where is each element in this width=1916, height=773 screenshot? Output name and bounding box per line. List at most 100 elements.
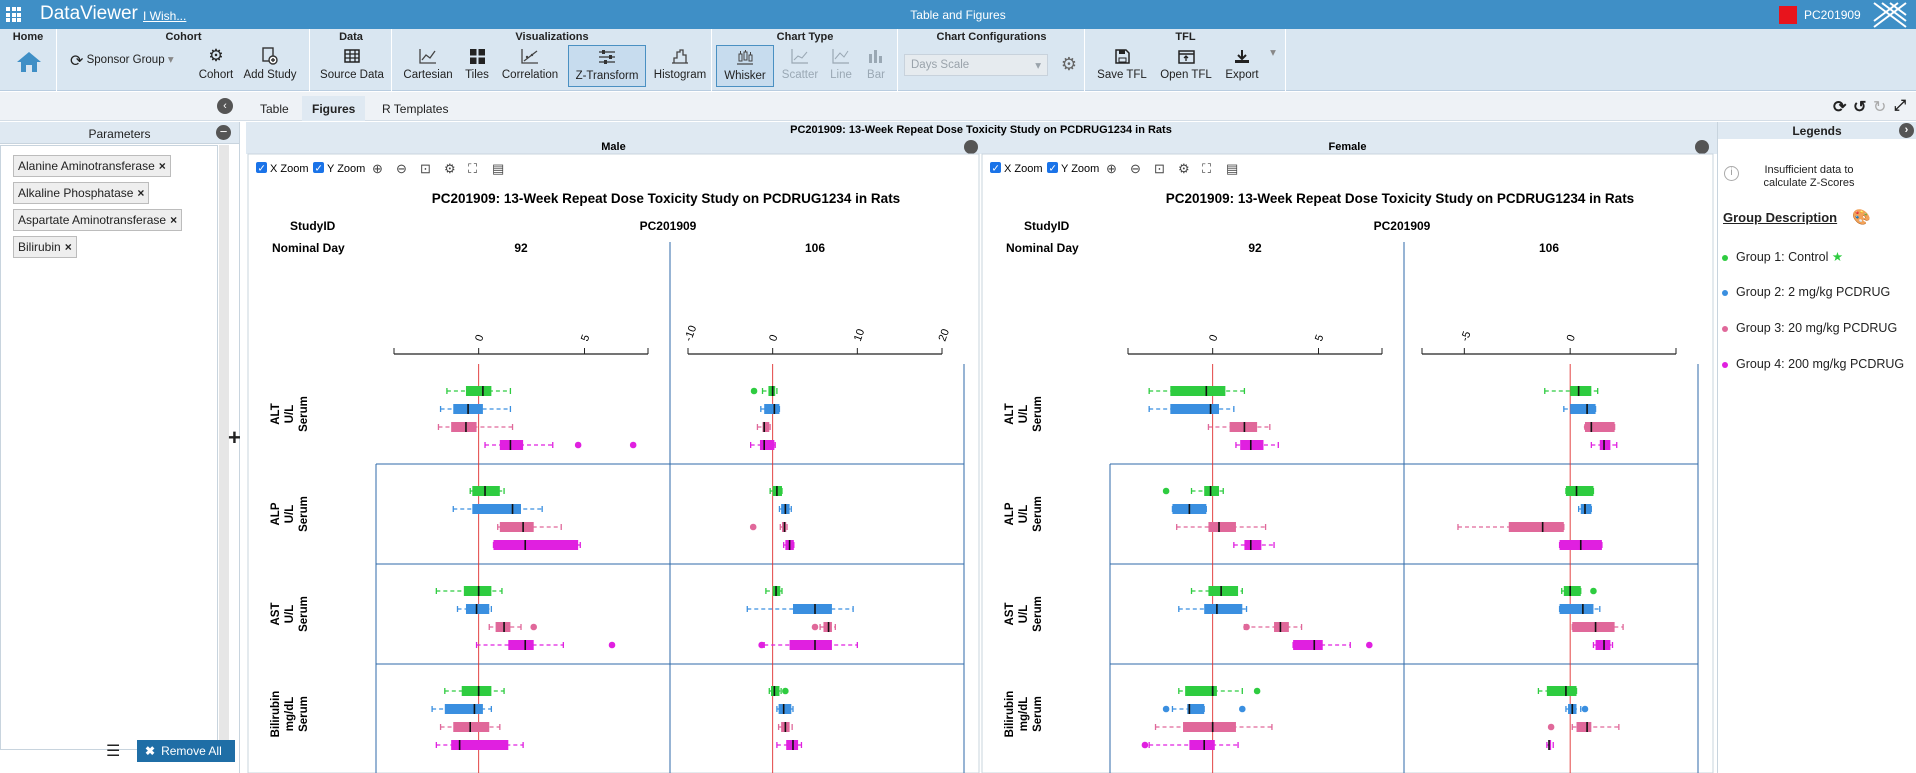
add-study-button[interactable]: Add Study <box>240 45 300 87</box>
box-iqr <box>451 740 509 750</box>
collapse-legend-icon[interactable]: › <box>1899 123 1914 138</box>
cohort-button[interactable]: ⚙ Cohort <box>194 45 238 87</box>
ribbon-group-data: Data Source Data <box>311 29 392 91</box>
parameter-chip-alt: Alanine Aminotransferase × <box>13 155 171 177</box>
box-iqr <box>1546 686 1577 696</box>
save-tfl-button[interactable]: Save TFL <box>1094 45 1150 87</box>
cartesian-label: Cartesian <box>403 69 453 81</box>
collapse-panel-icon[interactable] <box>1695 140 1709 154</box>
export-dropdown-chevron-icon[interactable]: ▾ <box>1270 47 1276 59</box>
undo-icon[interactable]: ↺ <box>1853 99 1867 116</box>
zoom-out-icon: ⊖ <box>396 161 407 176</box>
add-plus-icon[interactable]: + <box>228 425 241 450</box>
group-title-visualizations: Visualizations <box>515 31 589 43</box>
x-tick-label: -5 <box>1459 330 1474 343</box>
box-iqr <box>1549 740 1552 750</box>
remove-all-label: Remove All <box>161 744 222 758</box>
row-label: U/L <box>284 505 296 524</box>
whisker-button[interactable]: Whisker <box>716 45 774 87</box>
box-iqr <box>1229 422 1258 432</box>
scatter-button[interactable]: Scatter <box>778 45 822 87</box>
remove-chip-icon[interactable]: × <box>170 213 178 227</box>
legend-item-label: Group 4: 200 mg/kg PCDRUG <box>1736 357 1905 371</box>
scatter-chart-icon <box>778 45 822 67</box>
group-title-chart-type: Chart Type <box>776 31 834 43</box>
collapse-panel-icon[interactable] <box>964 140 978 154</box>
row-label: ALP <box>270 502 282 525</box>
y-zoom-checkbox[interactable] <box>313 162 324 173</box>
export-button[interactable]: Export <box>1220 45 1264 87</box>
z-transform-button[interactable]: Z-Transform <box>568 45 646 87</box>
remove-chip-icon[interactable]: × <box>64 240 72 254</box>
save-tfl-label: Save TFL <box>1097 69 1147 81</box>
tiles-button[interactable]: Tiles <box>459 45 495 87</box>
tab-r-templates[interactable]: R Templates <box>382 102 449 116</box>
settings-icon: ⚙ <box>444 161 456 176</box>
figure-area: PC201909: 13-Week Repeat Dose Toxicity S… <box>246 122 1717 773</box>
y-zoom-label: Y Zoom <box>1061 163 1099 175</box>
outlier-point <box>1583 423 1591 431</box>
outlier-point <box>750 387 758 395</box>
days-scale-select[interactable]: Days Scale ▾ <box>904 54 1048 76</box>
study-value: PC201909 <box>640 219 697 233</box>
sponsor-group-dropdown[interactable]: ⟳ Sponsor Group ▾ <box>70 51 190 93</box>
apps-grid-icon[interactable] <box>6 7 21 22</box>
cartesian-button[interactable]: Cartesian <box>401 45 455 87</box>
source-data-label: Source Data <box>320 69 384 81</box>
collapse-parameters-icon[interactable]: − <box>216 125 231 140</box>
remove-chip-icon[interactable]: × <box>158 159 166 173</box>
tab-table[interactable]: Table <box>260 102 289 116</box>
x-zoom-checkbox[interactable] <box>990 162 1001 173</box>
parameters-scrollbar[interactable] <box>219 145 229 750</box>
redo-icon[interactable]: ↻ <box>1873 99 1887 116</box>
palette-icon[interactable]: 🎨 <box>1852 209 1871 226</box>
legend-header: Legends › <box>1718 122 1916 139</box>
remove-all-button[interactable]: ✖ Remove All <box>137 740 235 762</box>
histogram-button[interactable]: Histogram <box>651 45 709 87</box>
refresh-icon[interactable]: ⟳ <box>1833 99 1847 116</box>
row-label: mg/dL <box>1018 697 1030 732</box>
box-iqr <box>453 722 490 732</box>
source-data-button[interactable]: Source Data <box>317 45 387 87</box>
remove-chip-icon[interactable]: × <box>137 186 145 200</box>
box-iqr <box>1274 622 1289 632</box>
line-label: Line <box>830 69 852 81</box>
ribbon-group-home: Home <box>0 29 57 91</box>
panel-female: Female ✓ X Zoom ✓ Y Zoom ⊕ ⊖ ⊡ ⚙ ⛶ ▤ PC201909: 13-W… <box>981 139 1714 773</box>
fit-icon: ⊡ <box>1154 161 1165 176</box>
line-button[interactable]: Line <box>825 45 857 87</box>
chart-settings-gear-icon[interactable]: ⚙ <box>1060 54 1078 74</box>
wish-link[interactable]: I Wish... <box>143 9 187 23</box>
outlier-point <box>782 687 789 695</box>
row-label: ALT <box>270 403 282 425</box>
x-zoom-label: X Zoom <box>270 163 309 175</box>
legend-dot <box>1722 254 1728 261</box>
box-iqr <box>444 704 483 714</box>
x-zoom-label: X Zoom <box>1004 163 1043 175</box>
y-zoom-checkbox[interactable] <box>1047 162 1058 173</box>
box-iqr <box>1570 404 1596 414</box>
box-iqr <box>1576 722 1592 732</box>
settings-icon: ⚙ <box>1178 161 1190 176</box>
fullscreen-expand-icon[interactable]: ⤢ <box>1894 97 1907 114</box>
panel-border <box>247 153 980 773</box>
chip-label: Aspartate Aminotransferase <box>18 213 167 227</box>
tab-figures[interactable]: Figures <box>302 96 366 121</box>
outlier-point <box>530 623 537 631</box>
y-zoom-label: Y Zoom <box>327 163 365 175</box>
open-tfl-label: Open TFL <box>1160 69 1212 81</box>
add-document-icon <box>240 45 300 67</box>
nominal-day-label: Nominal Day <box>272 241 345 255</box>
row-label: Serum <box>1032 596 1044 632</box>
open-tfl-button[interactable]: Open TFL <box>1158 45 1214 87</box>
box-iqr <box>759 440 775 450</box>
panel-border <box>981 153 1714 773</box>
box-iqr <box>451 422 477 432</box>
list-view-icon[interactable]: ☰ <box>106 743 121 760</box>
collapse-left-panel-icon[interactable]: ‹ <box>217 98 233 114</box>
bar-button[interactable]: Bar <box>859 45 893 87</box>
correlation-button[interactable]: Correlation <box>499 45 561 87</box>
x-zoom-checkbox[interactable] <box>256 162 267 173</box>
chip-label: Bilirubin <box>18 240 61 254</box>
home-button[interactable] <box>14 51 44 93</box>
